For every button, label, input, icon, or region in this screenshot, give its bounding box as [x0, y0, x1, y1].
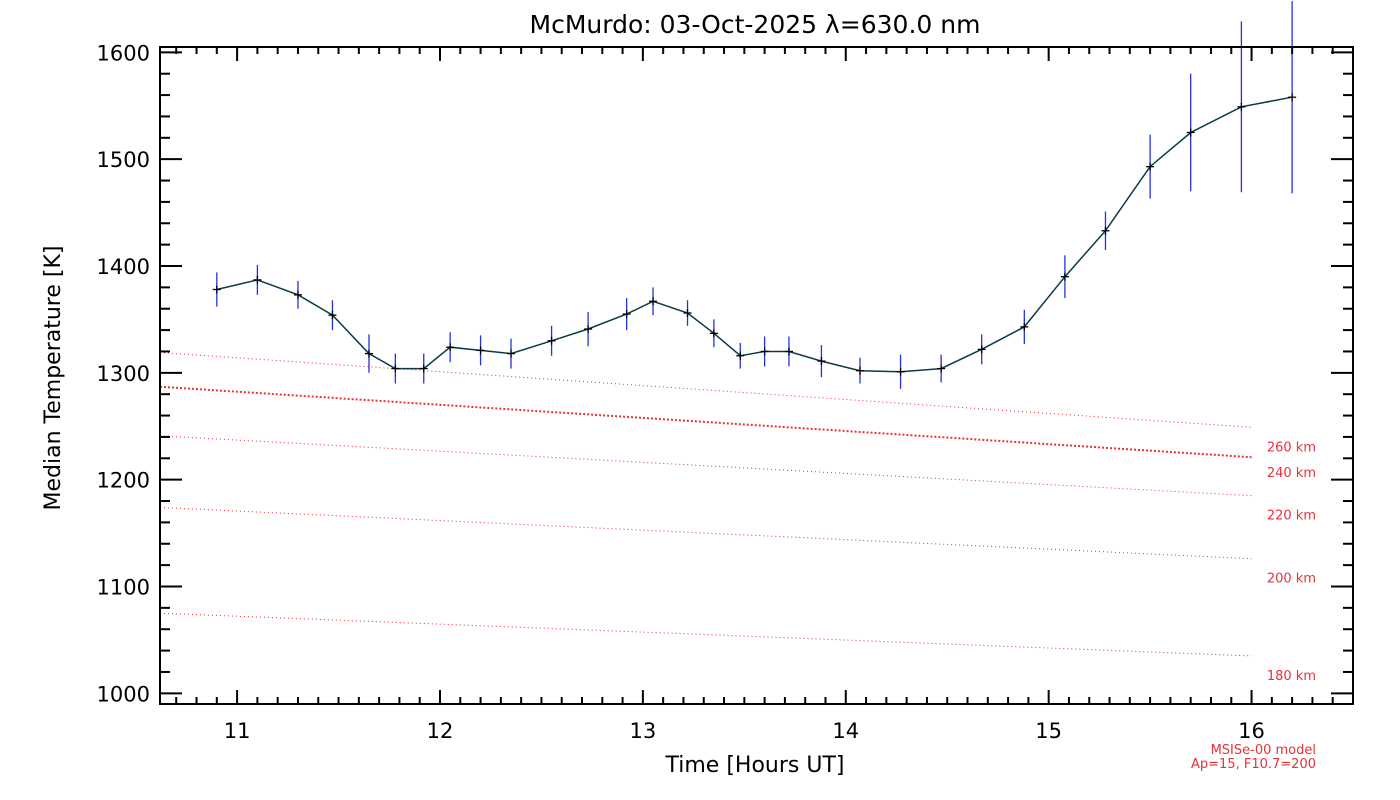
y-tick-label: 1200	[97, 469, 150, 493]
x-tick-label: 16	[1238, 719, 1265, 743]
data-point	[622, 310, 631, 319]
model-line-label-0: 260 km	[1267, 440, 1316, 455]
data-point	[817, 357, 826, 366]
data-point	[476, 346, 485, 355]
data-point	[709, 329, 718, 338]
chart-title: McMurdo: 03-Oct-2025 λ=630.0 nm	[530, 10, 981, 39]
data-point	[1101, 226, 1110, 235]
data-point	[364, 349, 373, 358]
y-tick-label: 1300	[97, 362, 150, 386]
data-point	[419, 364, 428, 373]
x-axis-label: Time [Hours UT]	[665, 753, 845, 778]
data-point	[784, 347, 793, 356]
x-tick-label: 15	[1035, 719, 1062, 743]
data-point	[253, 275, 262, 284]
data-point	[1237, 102, 1246, 111]
series-line-0	[216, 96, 1293, 373]
data-point	[896, 367, 905, 376]
data-point	[328, 311, 337, 320]
y-tick-label: 1000	[97, 682, 150, 706]
x-tick-label: 14	[832, 719, 859, 743]
model-line-label-3: 200 km	[1267, 572, 1316, 587]
y-tick-label: 1400	[97, 255, 150, 279]
data-point	[1146, 162, 1155, 171]
axis-ticks-group	[160, 47, 1353, 704]
y-tick-label: 1100	[97, 575, 150, 599]
data-point	[391, 364, 400, 373]
data-point	[507, 349, 516, 358]
data-point	[855, 366, 864, 375]
model-line-240km	[159, 385, 1252, 459]
data-point	[683, 309, 692, 318]
x-tick-label: 11	[224, 719, 251, 743]
data-point	[1020, 322, 1029, 331]
data-point	[649, 297, 658, 306]
model-line-label-1: 240 km	[1267, 466, 1316, 481]
x-tick-label: 12	[427, 719, 454, 743]
model-note-line-1: MSISe-00 model	[1211, 743, 1316, 758]
model-line-200km	[159, 506, 1252, 560]
data-series-group	[212, 1, 1297, 389]
data-point	[293, 290, 302, 299]
data-point	[547, 336, 556, 345]
model-note-line-2: Ap=15, F10.7=200	[1191, 757, 1316, 772]
model-line-label-4: 180 km	[1267, 669, 1316, 684]
data-point	[760, 347, 769, 356]
data-point	[584, 325, 593, 334]
model-lines-group: 260 km 240 km 220 km 200 km 180 km	[159, 352, 1316, 684]
data-point	[937, 364, 946, 373]
data-point	[736, 351, 745, 360]
data-point	[1060, 272, 1069, 281]
data-point	[1288, 93, 1297, 102]
x-tick-label: 13	[630, 719, 657, 743]
y-tick-label: 1500	[97, 148, 150, 172]
model-line-220km	[159, 435, 1252, 497]
model-line-label-2: 220 km	[1267, 509, 1316, 524]
model-line-260km	[159, 352, 1252, 428]
data-point	[212, 285, 221, 294]
y-axis-label: Median Temperature [K]	[41, 246, 66, 511]
y-tick-label: 1600	[97, 41, 150, 65]
data-point	[977, 345, 986, 354]
plot-frame	[159, 46, 1354, 705]
tick-labels-group: 11 12 13 14 15 16 1000 1100 1200 1300 1400 1500 1600	[97, 41, 1265, 743]
data-point	[446, 343, 455, 352]
data-point	[1186, 128, 1195, 137]
model-line-180km	[159, 612, 1252, 657]
